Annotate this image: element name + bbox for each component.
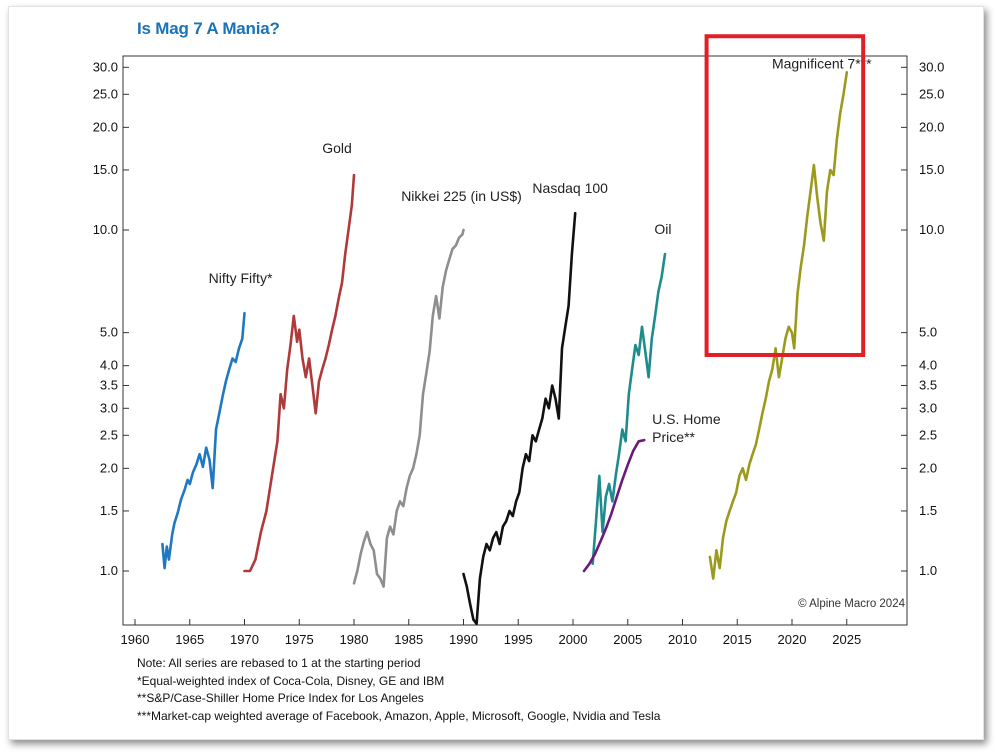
y-tick-label-right: 2.0 <box>919 460 937 475</box>
y-tick-label-left: 3.0 <box>100 400 118 415</box>
y-tick-label-left: 30.0 <box>93 59 118 74</box>
series-line-oil <box>591 252 667 566</box>
x-tick-label: 2005 <box>613 632 642 647</box>
series-line-nifty-fifty <box>161 311 246 570</box>
y-tick-label-right: 20.0 <box>919 119 944 134</box>
y-tick-label-right: 2.5 <box>919 427 937 442</box>
series-label: Nikkei 225 (in US$) <box>401 188 522 204</box>
footnote-home-price: **S&P/Case-Shiller Home Price Index for … <box>137 691 424 705</box>
x-tick-label: 2025 <box>832 632 861 647</box>
x-tick-label: 1995 <box>504 632 533 647</box>
series-line-gold <box>243 173 356 573</box>
series-line-nasdaq-100 <box>462 211 577 626</box>
x-tick-label: 1980 <box>340 632 369 647</box>
x-axis: 1960 1965 1970 1975 1980 1985 1990 1995 2000 2005… <box>121 619 861 647</box>
x-tick-label: 1975 <box>285 632 314 647</box>
series-label: Nasdaq 100 <box>532 180 608 196</box>
x-tick-label: 2000 <box>559 632 588 647</box>
series-labels: Nifty Fifty* Gold Nikkei 225 (in US$) Nasda… <box>209 55 872 445</box>
y-tick-label-right: 1.0 <box>919 563 937 578</box>
x-tick-label: 2020 <box>778 632 807 647</box>
y-tick-label-right: 25.0 <box>919 86 944 101</box>
footnote-rebase: Note: All series are rebased to 1 at the… <box>137 656 421 670</box>
y-tick-label-left: 10.0 <box>93 222 118 237</box>
series-label: U.S. Home Price** <box>652 411 721 445</box>
footnote-mag7: ***Market-cap weighted average of Facebo… <box>137 708 661 723</box>
y-tick-label-right: 4.0 <box>919 358 937 373</box>
y-tick-label-left: 2.0 <box>100 460 118 475</box>
y-tick-label-right: 30.0 <box>919 59 944 74</box>
footnotes: Note: All series are rebased to 1 at the… <box>137 655 660 725</box>
plot-area <box>122 55 908 626</box>
y-tick-label-right: 5.0 <box>919 325 937 340</box>
highlight-box <box>704 34 866 357</box>
y-tick-label-left: 2.5 <box>100 427 118 442</box>
chart-card <box>8 6 984 740</box>
y-tick-label-right: 10.0 <box>919 222 944 237</box>
y-axis-right: 1.0 1.5 2.0 2.5 3.0 3.5 4.0 5.0 10.0 15.0 20.0 25.0… <box>901 59 944 578</box>
y-tick-label-left: 15.0 <box>93 162 118 177</box>
series-lines <box>161 71 849 626</box>
chart-title: Is Mag 7 A Mania? <box>137 19 280 38</box>
series-label: Gold <box>322 140 352 156</box>
x-tick-label: 1990 <box>449 632 478 647</box>
x-tick-label: 1985 <box>394 632 423 647</box>
x-tick-label: 1970 <box>230 632 259 647</box>
x-tick-label: 2015 <box>723 632 752 647</box>
y-tick-label-left: 4.0 <box>100 358 118 373</box>
series-label: Magnificent 7*** <box>772 55 872 71</box>
y-tick-label-right: 3.0 <box>919 400 937 415</box>
copyright-text: © Alpine Macro 2024 <box>798 598 906 610</box>
series-label: Nifty Fifty* <box>209 270 273 286</box>
y-tick-label-left: 1.5 <box>100 503 118 518</box>
x-tick-label: 1960 <box>121 632 150 647</box>
x-tick-label: 1965 <box>175 632 204 647</box>
series-line-nikkei-225-in-us <box>352 228 465 588</box>
y-tick-label-left: 1.0 <box>100 563 118 578</box>
series-line-magnificent-7 <box>708 71 849 580</box>
series-label: Oil <box>654 221 671 237</box>
footnote-nifty: *Equal-weighted index of Coca-Cola, Disn… <box>137 673 445 688</box>
y-axis-left: 1.0 1.5 2.0 2.5 3.0 3.5 4.0 5.0 10.0 15.0 20.0 25.0… <box>93 59 129 578</box>
series-line-u-s-home-price <box>582 438 646 573</box>
x-tick-label: 2010 <box>668 632 697 647</box>
y-tick-label-left: 5.0 <box>100 325 118 340</box>
y-tick-label-left: 20.0 <box>93 119 118 134</box>
y-tick-label-right: 15.0 <box>919 162 944 177</box>
y-tick-label-left: 3.5 <box>100 377 118 392</box>
y-tick-label-right: 1.5 <box>919 503 937 518</box>
y-tick-label-right: 3.5 <box>919 377 937 392</box>
y-tick-label-left: 25.0 <box>93 86 118 101</box>
